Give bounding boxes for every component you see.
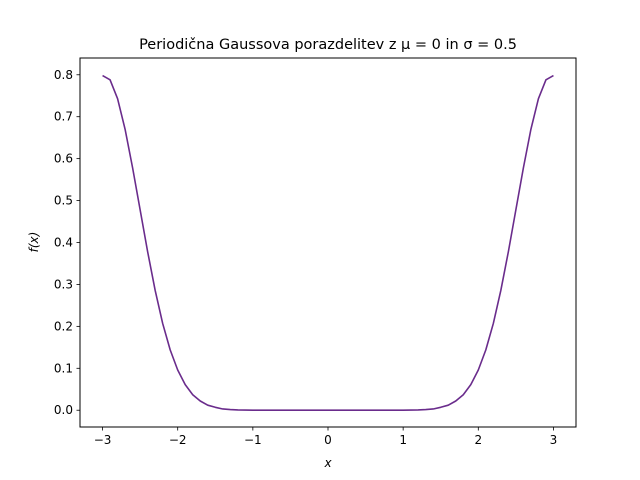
y-tick-label: 0.0 — [54, 403, 73, 417]
y-tick-label: 0.8 — [54, 68, 73, 82]
y-axis: 0.0 0.1 0.2 0.3 0.4 0.5 0.6 0.7 0.8 — [54, 68, 80, 417]
plot-frame — [79, 57, 577, 428]
series-layer — [102, 74, 554, 412]
y-tick-label: 0.6 — [54, 152, 73, 166]
y-tick-label: 0.7 — [54, 110, 73, 124]
x-tick-label: −3 — [94, 433, 112, 447]
x-axis: −3 −2 −1 0 1 2 3 — [94, 427, 558, 447]
x-tick-label: −2 — [169, 433, 187, 447]
x-tick-label: −1 — [244, 433, 262, 447]
series-line-0 — [102, 74, 554, 412]
x-tick-label: 3 — [550, 433, 558, 447]
y-tick-label: 0.5 — [54, 194, 73, 208]
y-tick-label: 0.1 — [54, 361, 73, 375]
x-tick-label: 2 — [474, 433, 482, 447]
x-tick-label: 0 — [324, 433, 332, 447]
plot-area — [80, 58, 576, 427]
y-tick-label: 0.4 — [54, 236, 73, 250]
x-tick-label: 1 — [399, 433, 407, 447]
y-tick-label: 0.3 — [54, 277, 73, 291]
y-tick-label: 0.2 — [54, 319, 73, 333]
y-axis-label: f(x) — [27, 232, 41, 253]
chart-title: Periodična Gaussova porazdelitev z μ = 0… — [139, 37, 517, 53]
x-axis-label: x — [323, 456, 332, 470]
